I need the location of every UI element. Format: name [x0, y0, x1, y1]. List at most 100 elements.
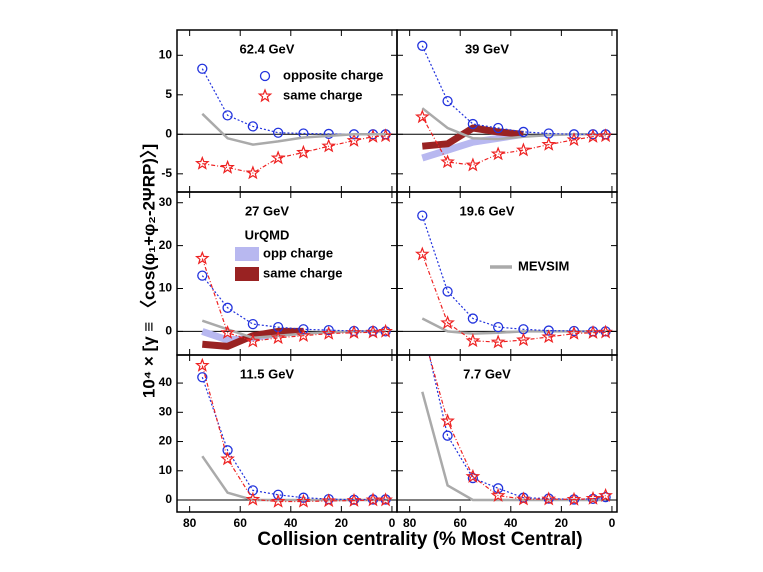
- data-point: [321, 138, 337, 153]
- data-point: [490, 146, 506, 161]
- model-line: [201, 112, 386, 146]
- legend-label: MEVSIM: [518, 258, 569, 273]
- data-point: [417, 40, 428, 51]
- data-point: [417, 210, 428, 221]
- data-point: [272, 489, 284, 500]
- legend-title: UrQMD: [245, 227, 290, 242]
- data-point: [492, 122, 504, 134]
- legend-marker: [235, 247, 259, 261]
- panel-title: 27 GeV: [245, 203, 289, 218]
- data-point: [598, 487, 613, 502]
- data-point: [323, 324, 334, 336]
- panel: [177, 357, 397, 508]
- y-tick-label: 0: [165, 492, 172, 506]
- data-point: [467, 313, 479, 324]
- data-line: [421, 45, 606, 135]
- data-line: [201, 365, 386, 503]
- data-point: [543, 325, 554, 336]
- data-point: [270, 330, 286, 345]
- data-point: [442, 95, 453, 107]
- data-point: [378, 323, 393, 338]
- y-tick-label: 30: [159, 404, 173, 418]
- data-point: [365, 492, 381, 507]
- data-point: [298, 324, 309, 335]
- data-point: [541, 329, 556, 344]
- x-tick-label: 20: [555, 516, 569, 530]
- data-point: [220, 324, 235, 339]
- data-point: [296, 327, 311, 343]
- legend-marker: [259, 70, 271, 82]
- data-point: [365, 324, 381, 339]
- data-point: [598, 128, 613, 143]
- data-point: [442, 430, 453, 441]
- data-point: [296, 493, 311, 508]
- data-point: [222, 302, 233, 313]
- data-point: [270, 493, 286, 508]
- y-tick-label: 10: [159, 281, 173, 295]
- data-point: [298, 492, 309, 503]
- data-line: [428, 355, 606, 501]
- panel-title: 7.7 GeV: [463, 366, 511, 381]
- data-point: [541, 136, 556, 151]
- data-point: [585, 324, 601, 339]
- data-point: [492, 483, 504, 494]
- data-point: [272, 127, 284, 138]
- data-line: [202, 135, 386, 174]
- y-axis-label: 10⁴ × [γ ≡ 〈cos(φ₁+φ₂-2ΨRP)〉]: [138, 144, 158, 398]
- x-tick-label: 80: [403, 516, 417, 530]
- data-point: [245, 491, 261, 506]
- x-tick-label: 40: [504, 516, 518, 530]
- data-line: [428, 355, 606, 501]
- data-point: [541, 491, 557, 506]
- data-point: [465, 157, 481, 172]
- panel: [397, 355, 617, 506]
- y-tick-label: 5: [165, 87, 172, 101]
- x-axis-label: Collision centrality (% Most Central): [257, 529, 582, 550]
- data-point: [598, 324, 613, 339]
- data-point: [378, 492, 393, 507]
- data-point: [220, 159, 235, 174]
- data-point: [247, 318, 259, 330]
- x-tick-label: 60: [454, 516, 468, 530]
- y-tick-label: 20: [159, 434, 173, 448]
- data-point: [321, 493, 337, 508]
- data-point: [245, 333, 261, 348]
- data-point: [321, 325, 337, 340]
- panel: [177, 250, 397, 350]
- data-point: [270, 150, 286, 165]
- panel-title: 39 GeV: [465, 41, 509, 56]
- model-band: [421, 130, 524, 162]
- data-point: [247, 121, 259, 132]
- data-point: [467, 118, 479, 130]
- y-tick-label: 30: [159, 195, 173, 209]
- y-tick-label: 40: [159, 375, 173, 389]
- data-point: [440, 413, 455, 428]
- data-point: [585, 129, 601, 143]
- data-line: [421, 253, 606, 343]
- x-tick-label: 40: [284, 516, 298, 530]
- panel-title: 19.6 GeV: [460, 203, 515, 218]
- data-point: [566, 325, 582, 340]
- data-point: [566, 491, 582, 506]
- data-point: [467, 472, 479, 484]
- data-point: [197, 63, 208, 74]
- panel: [397, 40, 617, 172]
- y-tick-label: -5: [161, 166, 172, 180]
- legend-marker: [257, 88, 273, 103]
- legend-label: same charge: [263, 265, 343, 280]
- y-tick-label: 20: [159, 238, 173, 252]
- panel-title: 62.4 GeV: [240, 41, 295, 56]
- data-point: [414, 246, 430, 261]
- data-line: [201, 258, 386, 342]
- data-point: [440, 315, 455, 330]
- data-point: [440, 154, 455, 169]
- x-tick-label: 0: [609, 516, 616, 530]
- data-point: [296, 144, 311, 159]
- data-line: [421, 215, 606, 332]
- data-point: [465, 333, 481, 348]
- legend-marker: [235, 267, 259, 281]
- data-point: [465, 468, 481, 483]
- data-point: [414, 109, 430, 124]
- data-point: [442, 286, 453, 297]
